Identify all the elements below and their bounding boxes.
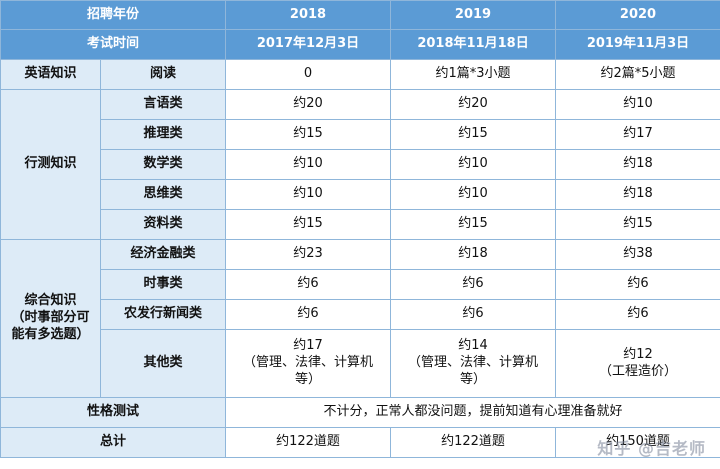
other-value-line2: （管理、法律、计算机 — [243, 355, 374, 371]
cell-value: 约18 — [555, 179, 720, 210]
subcategory-verbal: 言语类 — [99, 89, 227, 120]
watermark: 知乎 @吉老师 — [597, 439, 706, 458]
cell-value: 约6 — [225, 269, 392, 300]
subcategory-reading: 阅读 — [99, 59, 227, 90]
other-value-line3: 等） — [460, 371, 487, 387]
cell-value: 约1篇*3小题 — [390, 59, 557, 90]
cell-value: 约2篇*5小题 — [555, 59, 720, 90]
exam-comparison-table: 招聘年份 2018 2019 2020 考试时间 2017年12月3日 2018… — [0, 0, 720, 458]
cell-value: 约15 — [390, 209, 557, 240]
category-general-line2: （时事部分可 — [11, 310, 90, 326]
cell-value: 约6 — [225, 299, 392, 330]
header-year-2020: 2020 — [555, 0, 720, 30]
cell-value: 约17 （管理、法律、计算机 等） — [225, 329, 392, 398]
table-row: 数学类 约10 约10 约18 — [1, 149, 720, 180]
cell-value: 约18 — [555, 149, 720, 180]
category-general-line1: 综合知识 — [24, 293, 77, 309]
subcategory-thinking: 思维类 — [99, 179, 227, 210]
cell-value: 约6 — [555, 299, 720, 330]
other-value-line2: （工程造价） — [599, 363, 678, 379]
header-date-2018: 2017年12月3日 — [225, 29, 392, 60]
cell-value: 0 — [225, 59, 392, 90]
header-date-label: 考试时间 — [0, 29, 227, 60]
other-value-line1: 约14 — [458, 338, 488, 354]
other-value-line1: 约12 — [623, 346, 653, 362]
cell-value: 约150道题 — [555, 427, 720, 458]
cell-value: 约15 — [390, 119, 557, 150]
table-row: 性格测试 不计分，正常人都没问题，提前知道有心理准备就好 — [0, 397, 720, 428]
subcategory-math: 数学类 — [99, 149, 227, 180]
cell-value: 约18 — [390, 239, 557, 270]
table-row: 英语知识 阅读 0 约1篇*3小题 约2篇*5小题 — [0, 59, 720, 90]
table-row: 推理类 约15 约15 约17 — [1, 119, 720, 150]
category-aptitude: 行测知识 — [0, 89, 101, 240]
cell-value: 约6 — [390, 299, 557, 330]
cell-value: 约10 — [225, 149, 392, 180]
header-year-2018: 2018 — [225, 0, 392, 30]
header-row-year: 招聘年份 2018 2019 2020 — [0, 0, 720, 30]
subcategory-finance: 经济金融类 — [99, 239, 227, 270]
category-general-line3: 能有多选题） — [11, 326, 90, 342]
cell-value: 约10 — [390, 179, 557, 210]
subcategory-data: 资料类 — [99, 209, 227, 240]
category-personality: 性格测试 — [0, 397, 227, 428]
cell-value: 约12 （工程造价） — [555, 329, 720, 398]
cell-value: 约6 — [390, 269, 557, 300]
cell-value: 约15 — [555, 209, 720, 240]
header-date-2020: 2019年11月3日 — [555, 29, 720, 60]
cell-value: 约38 — [555, 239, 720, 270]
table-row: 资料类 约15 约15 约15 — [1, 209, 720, 240]
header-row-date: 考试时间 2017年12月3日 2018年11月18日 2019年11月3日 — [0, 29, 720, 60]
other-value-line2: （管理、法律、计算机 — [408, 355, 539, 371]
subcategory-bank-news: 农发行新闻类 — [99, 299, 227, 330]
cell-value: 约10 — [225, 179, 392, 210]
cell-value: 约10 — [390, 149, 557, 180]
subcategory-other: 其他类 — [99, 329, 227, 398]
header-date-2019: 2018年11月18日 — [390, 29, 557, 60]
cell-value: 约20 — [390, 89, 557, 120]
category-english: 英语知识 — [0, 59, 101, 90]
cell-value: 约17 — [555, 119, 720, 150]
other-value-line3: 等） — [295, 371, 322, 387]
cell-value: 约10 — [555, 89, 720, 120]
table-row: 时事类 约6 约6 约6 — [1, 269, 720, 300]
cell-value: 约14 （管理、法律、计算机 等） — [390, 329, 557, 398]
table-row: 行测知识 言语类 约20 约20 约10 — [0, 89, 720, 240]
cell-value: 约20 — [225, 89, 392, 120]
cell-value: 约6 — [555, 269, 720, 300]
cell-value: 约15 — [225, 119, 392, 150]
subcategory-reasoning: 推理类 — [99, 119, 227, 150]
header-year-2019: 2019 — [390, 0, 557, 30]
table-row: 其他类 约17 （管理、法律、计算机 等） 约14 （管理、法律、计算机 等） … — [1, 329, 720, 398]
other-value-line1: 约17 — [293, 338, 323, 354]
table-row: 农发行新闻类 约6 约6 约6 — [1, 299, 720, 330]
category-general: 综合知识 （时事部分可 能有多选题） — [0, 239, 101, 398]
cell-value: 约122道题 — [225, 427, 392, 458]
cell-value: 约15 — [225, 209, 392, 240]
header-year-label: 招聘年份 — [0, 0, 227, 30]
table-row: 总计 约122道题 约122道题 约150道题 — [0, 427, 720, 458]
subcategory-current-affairs: 时事类 — [99, 269, 227, 300]
table-row: 综合知识 （时事部分可 能有多选题） 经济金融类 约23 约18 约38 — [0, 239, 720, 398]
category-total: 总计 — [0, 427, 227, 458]
table-row: 思维类 约10 约10 约18 — [1, 179, 720, 210]
personality-note: 不计分，正常人都没问题，提前知道有心理准备就好 — [225, 397, 720, 428]
cell-value: 约23 — [225, 239, 392, 270]
cell-value: 约122道题 — [390, 427, 557, 458]
